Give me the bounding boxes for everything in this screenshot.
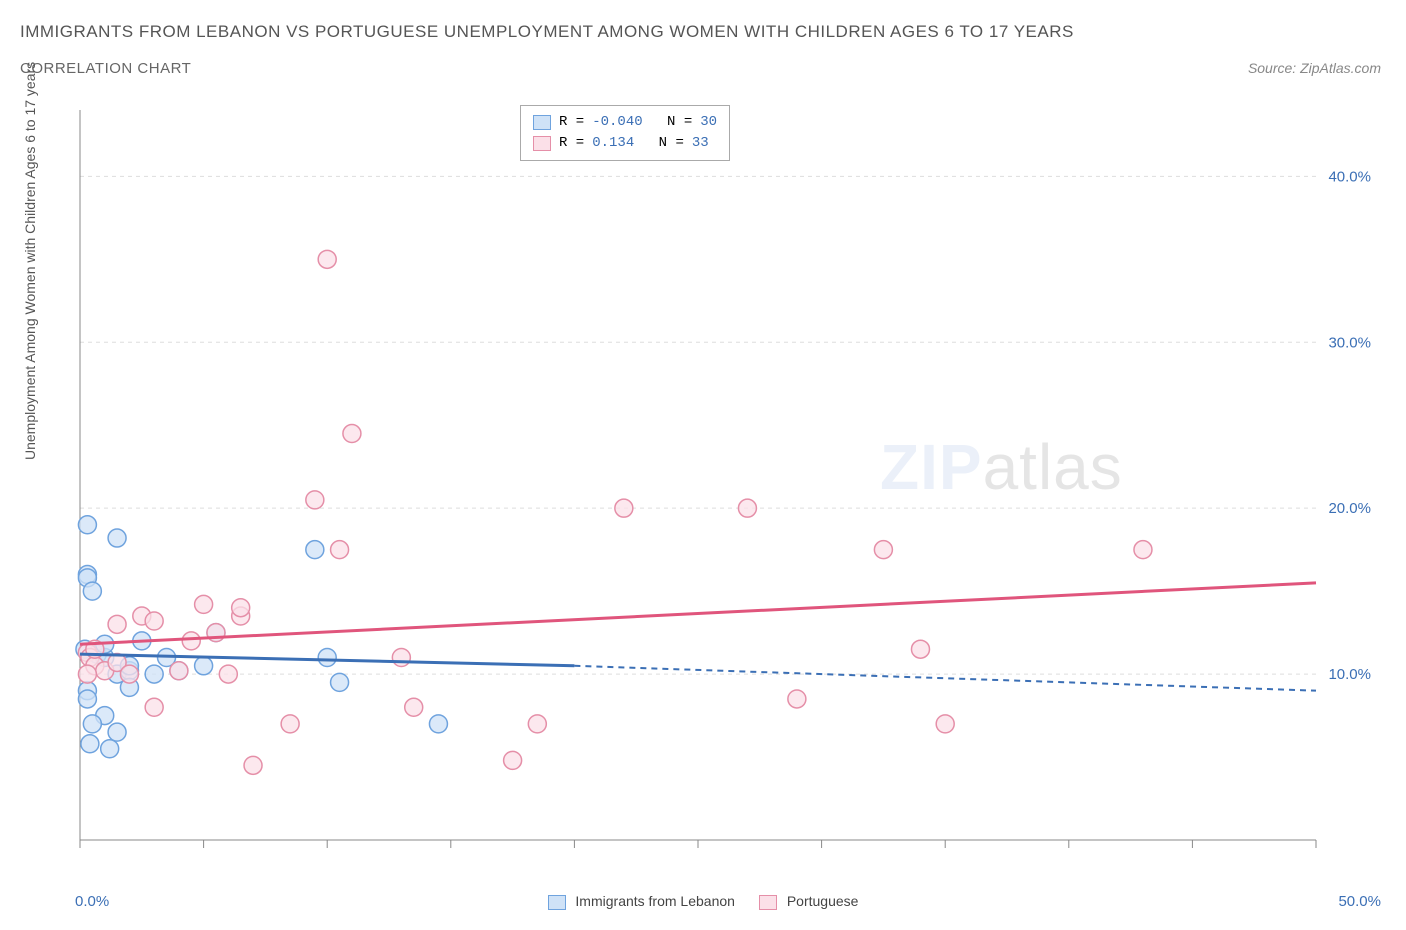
legend-n-label: N = <box>659 133 684 154</box>
legend-r-value-portuguese: 0.134 <box>592 133 634 154</box>
y-axis-label: Unemployment Among Women with Children A… <box>22 62 38 460</box>
svg-text:40.0%: 40.0% <box>1328 168 1371 185</box>
legend-label-lebanon: Immigrants from Lebanon <box>575 893 735 909</box>
legend-swatch-portuguese <box>533 136 551 151</box>
chart-subtitle: CORRELATION CHART <box>20 60 191 77</box>
legend-n-value-portuguese: 33 <box>692 133 709 154</box>
scatter-chart: 10.0% 20.0% 30.0% 40.0% <box>60 100 1386 870</box>
legend-row-lebanon: R = -0.040 N = 30 <box>533 112 717 133</box>
legend-swatch-portuguese-bottom <box>759 895 777 910</box>
legend-n-value-lebanon: 30 <box>700 112 717 133</box>
legend-series: Immigrants from Lebanon Portuguese <box>0 893 1406 910</box>
x-tick-label-50: 50.0% <box>1338 893 1381 910</box>
chart-title: IMMIGRANTS FROM LEBANON VS PORTUGUESE UN… <box>20 22 1074 42</box>
legend-item-lebanon: Immigrants from Lebanon <box>548 893 735 910</box>
legend-swatch-lebanon <box>533 115 551 130</box>
legend-label-portuguese: Portuguese <box>787 893 859 909</box>
svg-text:30.0%: 30.0% <box>1328 334 1371 351</box>
legend-n-label: N = <box>667 112 692 133</box>
legend-correlation: R = -0.040 N = 30 R = 0.134 N = 33 <box>520 105 730 161</box>
legend-swatch-lebanon-bottom <box>548 895 566 910</box>
legend-r-label: R = <box>559 133 584 154</box>
legend-r-label: R = <box>559 112 584 133</box>
svg-text:10.0%: 10.0% <box>1328 666 1371 683</box>
svg-text:20.0%: 20.0% <box>1328 500 1371 517</box>
legend-row-portuguese: R = 0.134 N = 33 <box>533 133 717 154</box>
legend-r-value-lebanon: -0.040 <box>592 112 642 133</box>
source-label: Source: ZipAtlas.com <box>1248 60 1381 76</box>
legend-item-portuguese: Portuguese <box>759 893 859 910</box>
